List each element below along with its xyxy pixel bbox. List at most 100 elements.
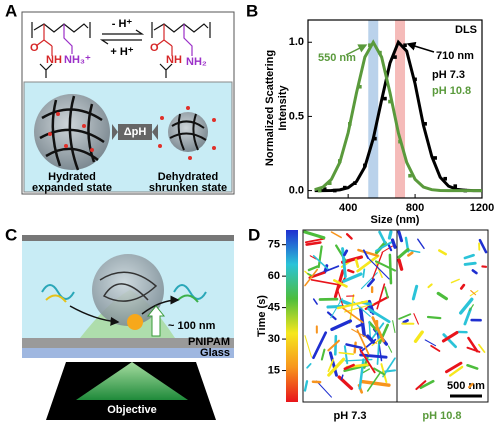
fit-line bbox=[314, 39, 482, 193]
track bbox=[370, 322, 385, 341]
track bbox=[345, 233, 353, 240]
track bbox=[374, 260, 397, 272]
track bbox=[315, 380, 332, 398]
track bbox=[307, 272, 313, 277]
track bbox=[357, 248, 379, 257]
scattering-spot bbox=[127, 314, 143, 330]
track bbox=[436, 291, 448, 301]
condition-label: pH 10.8 bbox=[422, 410, 461, 422]
x-tick-label: 1200 bbox=[470, 202, 494, 214]
track bbox=[333, 279, 348, 288]
track bbox=[327, 359, 335, 373]
track bbox=[445, 361, 463, 374]
track bbox=[347, 268, 355, 274]
y-tick-label: 0.5 bbox=[289, 110, 304, 122]
track bbox=[309, 255, 317, 260]
track bbox=[471, 269, 478, 275]
y-tick-label: 0.0 bbox=[289, 184, 304, 196]
track bbox=[463, 261, 477, 266]
x-tick-label: 400 bbox=[339, 202, 357, 214]
track bbox=[340, 306, 364, 324]
track bbox=[459, 297, 474, 315]
track bbox=[362, 268, 366, 278]
track bbox=[304, 268, 319, 287]
track bbox=[467, 336, 479, 353]
data-point bbox=[443, 176, 447, 181]
protein bbox=[41, 284, 207, 303]
track bbox=[341, 247, 347, 278]
x-axis-label: Size (nm) bbox=[371, 214, 420, 226]
track bbox=[356, 254, 380, 273]
track bbox=[373, 367, 386, 376]
track bbox=[441, 330, 459, 343]
track bbox=[376, 283, 386, 310]
plot-frame bbox=[307, 19, 483, 199]
highlight-band bbox=[368, 20, 379, 198]
colorbar-tick-label: 75 bbox=[268, 239, 280, 251]
layer-label: Glass bbox=[200, 347, 230, 359]
data-point bbox=[433, 156, 437, 160]
track bbox=[398, 313, 412, 320]
track bbox=[478, 238, 488, 254]
track bbox=[366, 372, 381, 392]
track bbox=[411, 284, 419, 301]
data-point bbox=[317, 188, 322, 193]
layer-label: PNIPAM bbox=[188, 336, 230, 348]
microgel bbox=[92, 254, 164, 326]
track bbox=[317, 245, 323, 269]
track bbox=[466, 363, 479, 370]
track bbox=[384, 286, 389, 299]
track bbox=[306, 363, 312, 369]
track bbox=[362, 249, 369, 259]
panel-d: Time (s) 500 nm pH 7.3 pH 10.8 15 30 45 60 7… bbox=[256, 229, 489, 422]
track bbox=[338, 351, 355, 355]
track bbox=[327, 339, 340, 352]
data-point bbox=[358, 84, 362, 89]
annotation-arrow bbox=[406, 41, 435, 53]
track bbox=[340, 374, 344, 381]
panel-label: A bbox=[5, 1, 17, 20]
pnipam-layer bbox=[22, 338, 234, 348]
condition-label: pH 7.3 bbox=[333, 410, 366, 422]
track bbox=[349, 294, 355, 324]
track bbox=[450, 278, 460, 284]
stimulus-box bbox=[118, 124, 152, 140]
track bbox=[365, 334, 375, 344]
track bbox=[442, 333, 457, 349]
track bbox=[438, 249, 447, 256]
data-point bbox=[327, 181, 332, 185]
track bbox=[378, 323, 389, 345]
track bbox=[417, 238, 425, 250]
track bbox=[303, 230, 326, 240]
panel-label: C bbox=[5, 225, 17, 244]
track bbox=[343, 363, 355, 371]
track bbox=[310, 279, 338, 286]
height-arrow bbox=[146, 305, 166, 337]
track bbox=[478, 343, 486, 353]
track bbox=[459, 283, 466, 290]
beam bbox=[76, 362, 188, 400]
group-label: NH₃⁺ bbox=[64, 54, 91, 66]
group-label: O bbox=[30, 42, 39, 54]
track bbox=[354, 258, 360, 268]
data-point bbox=[453, 184, 458, 188]
data-point bbox=[408, 173, 412, 178]
scale-bar-label: 500 nm bbox=[447, 380, 485, 392]
track bbox=[330, 231, 342, 239]
y-axis-label: Normalized Scattering bbox=[264, 50, 276, 166]
reaction-label: - H⁺ bbox=[112, 18, 133, 30]
track bbox=[463, 307, 472, 326]
arrow bbox=[141, 295, 180, 315]
track bbox=[360, 272, 378, 290]
track bbox=[426, 315, 442, 320]
track bbox=[390, 238, 397, 249]
state-label: shrunken state bbox=[149, 182, 227, 194]
fit-line bbox=[314, 39, 482, 193]
track bbox=[397, 230, 404, 243]
arrow bbox=[69, 305, 120, 326]
data-point bbox=[423, 122, 427, 126]
track bbox=[467, 382, 474, 389]
track bbox=[359, 348, 376, 374]
state-label: Hydrated bbox=[48, 171, 96, 183]
